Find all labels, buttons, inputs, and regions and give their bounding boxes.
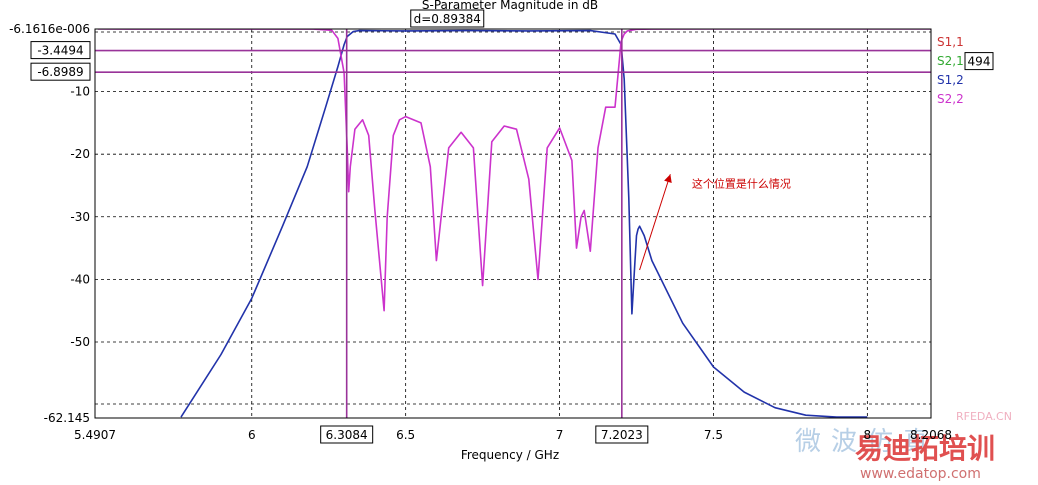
delta-label-box — [410, 9, 485, 28]
plot-area — [95, 29, 931, 418]
vertical-marker-label-box — [595, 425, 649, 444]
tick-labels: 6 6.5 7 7.5 8 -10 -20 -30 -40 -50 5.4907 8.2068 -6.1… — [9, 22, 952, 442]
legend-entry[interactable]: S1,1 — [937, 35, 964, 49]
y-tick-label: -40 — [70, 272, 90, 286]
x-axis-label: Frequency / GHz — [461, 448, 559, 462]
x-tick-label-left: 5.4907 — [74, 428, 116, 442]
horizontal-marker-label: -3.4494 — [30, 41, 91, 60]
horizontal-marker-label-box — [30, 41, 91, 60]
x-tick-label: 6 — [248, 428, 256, 442]
y-tick-label: -10 — [70, 85, 90, 99]
horizontal-marker-label: -6.8989 — [30, 62, 91, 81]
y-tick-label-bottom: -62.145 — [44, 411, 90, 425]
vertical-marker-label-text: 6.3084 — [326, 428, 368, 442]
y-tick-label: -20 — [70, 147, 90, 161]
x-tick-label: 7 — [556, 428, 564, 442]
watermark-site: RFEDA.CN — [956, 410, 1012, 423]
annotation: 这个位置是什么情况 — [639, 174, 791, 271]
right-partial-label: 494 — [964, 52, 994, 71]
legend[interactable]: S1,1 S2,1 S1,2 S2,2 — [937, 35, 964, 106]
annotation-arrow — [639, 174, 671, 271]
horizontal-marker-label-box — [30, 62, 91, 81]
watermark-chars: 微波仿真 — [795, 427, 939, 457]
watermark: 微波仿真 易迪拓培训 www.edatop.com RFEDA.CN — [795, 410, 1012, 482]
vertical-marker-label: 7.2023 — [595, 425, 649, 444]
annotation-text: 这个位置是什么情况 — [692, 177, 791, 191]
watermark-url: www.edatop.com — [860, 466, 981, 482]
chart-title: S-Parameter Magnitude in dB — [422, 0, 598, 12]
vertical-marker-label-text: 7.2023 — [601, 428, 643, 442]
y-tick-label: -30 — [70, 210, 90, 224]
x-tick-label: 6.5 — [396, 428, 415, 442]
legend-entry[interactable]: S2,2 — [937, 92, 964, 106]
plot-frame — [94, 28, 932, 419]
horizontal-marker-label-text: -6.8989 — [37, 65, 83, 79]
x-tick-label: 7.5 — [704, 428, 723, 442]
right-partial-label-text: 494 — [968, 55, 991, 69]
right-partial-label-box — [964, 52, 994, 71]
delta-label-text: d=0.89384 — [414, 12, 481, 26]
delta-label: d=0.89384 — [410, 9, 485, 28]
legend-entry[interactable]: S2,1 — [937, 54, 964, 68]
x-tick-label-right: 8.2068 — [910, 428, 952, 442]
horizontal-marker-label-text: -3.4494 — [37, 44, 83, 58]
y-tick-label-top: -6.1616e-006 — [9, 22, 90, 36]
annotation-arrowhead — [664, 174, 672, 184]
vertical-marker-label-box — [320, 425, 374, 444]
vertical-marker-label: 6.3084 — [320, 425, 374, 444]
series-line-s2-2 — [97, 29, 931, 312]
marker-layer: 6.3084 7.2023 -3.4494 -6.8989 d=0.89384 494 — [30, 9, 994, 444]
x-tick-label: 8 — [864, 428, 872, 442]
y-tick-label: -50 — [70, 335, 90, 349]
grid — [95, 29, 931, 418]
legend-entry[interactable]: S1,2 — [937, 73, 964, 87]
watermark-brand: 易迪拓培训 — [855, 432, 995, 465]
